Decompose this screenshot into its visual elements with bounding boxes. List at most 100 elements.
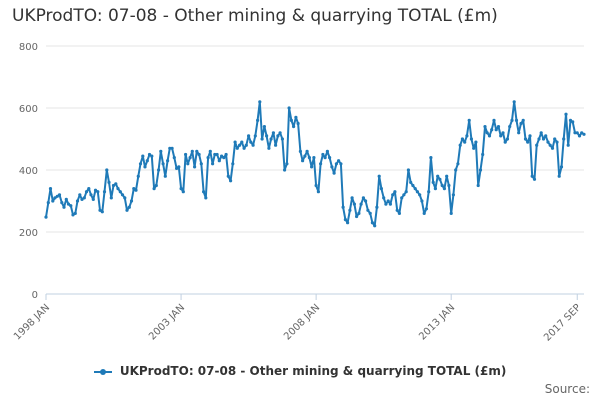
data-point [310, 165, 314, 169]
data-point [539, 131, 543, 135]
data-point [377, 174, 381, 178]
y-tick-label: 200 [19, 228, 38, 239]
data-point [400, 196, 404, 200]
x-tick-label: 2003 JAN [147, 302, 187, 342]
data-point [373, 224, 377, 228]
data-point [517, 131, 521, 135]
data-point [544, 134, 548, 138]
data-point [172, 156, 176, 160]
data-point [87, 187, 91, 191]
data-point [75, 199, 80, 203]
data-point [271, 131, 275, 135]
data-point [224, 152, 228, 157]
data-point [537, 137, 541, 141]
data-point [145, 159, 149, 163]
data-point [141, 154, 145, 158]
data-point [100, 210, 104, 214]
data-point [280, 137, 284, 141]
data-point [429, 156, 433, 160]
data-point [418, 193, 422, 197]
data-point [341, 205, 345, 209]
data-point [409, 180, 413, 184]
data-point [442, 187, 446, 191]
data-point [328, 156, 332, 160]
data-point [359, 202, 363, 206]
data-point [550, 146, 555, 150]
data-point [357, 211, 361, 215]
data-point [136, 174, 140, 178]
data-point [166, 159, 170, 163]
data-point [323, 156, 327, 160]
data-point [478, 168, 483, 172]
data-point [496, 125, 501, 129]
data-point [111, 183, 116, 188]
data-point [316, 190, 320, 194]
data-point [334, 162, 338, 166]
data-point [305, 149, 309, 153]
data-point [436, 174, 440, 178]
data-point [348, 208, 352, 212]
data-point [159, 149, 163, 153]
data-point [521, 118, 525, 122]
data-point [474, 140, 478, 144]
y-tick-label: 600 [19, 104, 38, 115]
data-point [505, 137, 510, 141]
data-point [476, 183, 480, 188]
data-point [508, 125, 512, 129]
data-point [370, 221, 374, 225]
data-point [469, 137, 473, 141]
data-point [424, 207, 428, 211]
data-point [89, 193, 93, 197]
data-point [402, 193, 406, 197]
data-point [303, 154, 307, 158]
data-point [487, 134, 492, 138]
legend-line-icon [93, 367, 112, 377]
data-point [258, 100, 262, 104]
data-point [528, 134, 532, 138]
legend[interactable]: UKProdTO: 07-08 - Other mining & quarryi… [0, 364, 600, 378]
data-point [235, 146, 239, 150]
data-point [449, 211, 453, 215]
data-point [431, 180, 435, 184]
data-point [91, 197, 95, 201]
data-point [312, 156, 316, 160]
data-point [66, 202, 71, 206]
data-point [352, 202, 356, 206]
data-point [364, 199, 368, 203]
data-point [501, 131, 505, 135]
data-point [177, 165, 181, 169]
data-point [251, 143, 255, 147]
data-point [388, 202, 392, 206]
data-point [553, 137, 557, 141]
data-point [447, 183, 451, 188]
data-point [343, 218, 347, 222]
data-point [46, 201, 50, 205]
data-point [458, 143, 462, 147]
data-point [296, 121, 300, 126]
data-point [460, 137, 464, 141]
data-point [57, 193, 62, 197]
data-point [393, 190, 397, 194]
data-point [541, 137, 546, 141]
data-point [181, 190, 185, 194]
data-point [44, 215, 48, 219]
data-point [514, 118, 519, 122]
data-point [557, 174, 561, 178]
data-point [206, 156, 210, 160]
data-point [152, 187, 156, 191]
data-point [240, 140, 244, 144]
data-point [499, 134, 503, 138]
data-point [307, 156, 311, 160]
data-point [193, 165, 197, 169]
data-point [107, 180, 111, 184]
data-point [253, 134, 257, 138]
source-label[interactable]: Source: [544, 382, 590, 396]
data-point [456, 162, 460, 166]
data-point [559, 165, 564, 169]
data-point [404, 190, 408, 194]
data-point [397, 211, 401, 215]
data-point [202, 190, 206, 194]
data-point [532, 177, 537, 181]
data-point [451, 193, 455, 197]
